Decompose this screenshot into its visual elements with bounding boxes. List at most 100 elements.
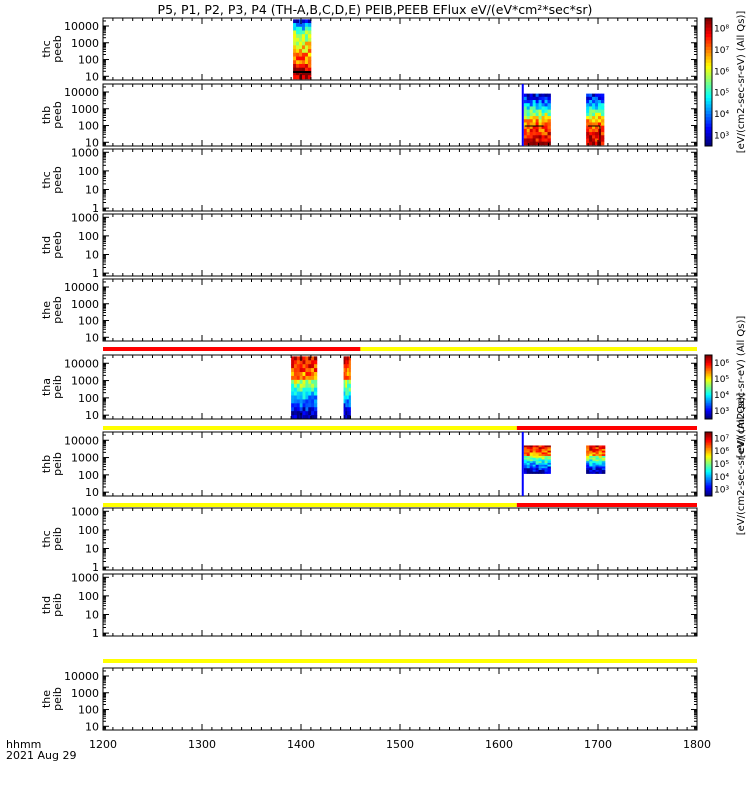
spectrogram-cell <box>535 106 539 111</box>
spectrogram-cell <box>526 106 531 111</box>
spectrogram-cell <box>526 459 531 462</box>
spectrogram-cell <box>589 445 593 448</box>
spectrogram-cell <box>595 448 600 452</box>
spectrogram-cell <box>601 452 606 455</box>
x-tick-label: 1400 <box>287 738 315 751</box>
spectrogram-cell <box>586 138 590 143</box>
spectrogram-cell <box>523 112 528 117</box>
panel-frame <box>102 213 698 277</box>
spectrogram-cell <box>589 109 593 114</box>
spectrogram-cell <box>538 109 542 114</box>
spectrogram-cell <box>535 459 539 462</box>
mode-bar-segment <box>103 659 697 663</box>
spectrogram-cell <box>313 372 318 377</box>
spectrogram-cell <box>592 461 596 464</box>
spectrogram-cell <box>532 116 537 120</box>
spectrogram-cell <box>526 457 531 460</box>
colorbar-label: [eV/(cm2-sec-sr-eV) (All Qs)] <box>736 393 747 536</box>
y-tick-label: 10000 <box>64 20 99 33</box>
colorbar-frame <box>704 431 713 497</box>
y-tick-label: 100 <box>78 120 99 133</box>
panel-label: thbpeeb <box>40 101 64 129</box>
spectrogram-cell <box>304 60 309 65</box>
spectrogram-cell <box>293 356 298 361</box>
spectrogram-cell <box>544 116 548 120</box>
colorbar-cell <box>705 404 712 407</box>
spectrogram-cell <box>301 41 306 46</box>
spectrogram-cell <box>544 468 548 471</box>
colorbar-cell <box>705 465 712 468</box>
spectrogram-cell <box>586 464 590 467</box>
spectrogram-cell <box>526 461 531 464</box>
spectrogram-cell <box>523 141 528 146</box>
spectrogram-cell <box>529 125 534 130</box>
spectrogram-cell <box>595 125 599 130</box>
spectrogram-cell <box>601 469 606 473</box>
colorbar-cell <box>705 120 712 125</box>
colorbar-tick-label: 10⁷ <box>714 46 729 56</box>
spectrogram-cell <box>586 468 590 471</box>
spectrogram-cell <box>538 447 542 450</box>
spectrogram-cell <box>313 360 318 365</box>
spectrogram-cell <box>529 100 534 104</box>
spectrogram-cell <box>595 93 599 98</box>
spectrogram-cell <box>541 469 545 473</box>
spectrogram-cell <box>538 462 542 466</box>
spectrogram-cell <box>535 461 539 464</box>
colorbar-cell <box>705 489 712 492</box>
spectrogram-cell <box>535 116 539 120</box>
spectrogram-cell <box>538 466 542 469</box>
spectrogram-cell <box>586 116 590 120</box>
colorbar-cell <box>705 411 712 414</box>
colorbar-cell <box>705 382 712 385</box>
colorbar-cell <box>705 78 712 83</box>
y-tick-label: 100 <box>78 392 99 405</box>
spectrogram-cell <box>526 128 531 133</box>
spectrogram-cell <box>544 461 548 464</box>
spectrogram-cell <box>523 462 528 466</box>
spectrogram-cell <box>535 96 539 101</box>
spectrogram-cell <box>592 141 596 146</box>
spectrogram-cell <box>538 459 542 462</box>
spectrogram-cell <box>308 356 312 361</box>
spectrogram-cell <box>547 119 551 123</box>
spectrogram-cell <box>600 122 605 127</box>
spectrogram-cell <box>293 403 298 408</box>
panel-label: thepeeb <box>40 296 64 324</box>
spectrogram-cell <box>296 23 300 28</box>
spectrogram-cell <box>302 372 306 377</box>
spectrogram-cell <box>589 128 593 133</box>
spectrogram-cell <box>291 372 295 377</box>
colorbar-cell <box>705 491 712 494</box>
spectrogram-cell <box>296 19 300 24</box>
spectrogram-cell <box>299 364 303 369</box>
spectrogram-cell <box>541 450 545 453</box>
panel-label: thcpeib <box>40 527 64 551</box>
colorbar-cell <box>705 361 712 364</box>
spectrogram-cell <box>313 379 318 385</box>
spectrogram-cell <box>293 360 298 365</box>
spectrogram-cell <box>526 455 531 459</box>
spectrogram-cell <box>529 452 534 455</box>
spectrogram-cell <box>301 52 306 57</box>
y-tick-label: 10000 <box>64 357 99 370</box>
spectrogram-cell <box>293 372 298 377</box>
spectrogram-cell <box>523 461 528 464</box>
colorbar-cell <box>705 18 712 22</box>
spectrogram-cell <box>586 452 590 455</box>
spectrogram-cell <box>544 471 548 474</box>
colorbar-cell <box>705 414 712 417</box>
colorbar-cell <box>705 364 712 367</box>
spectrogram-cell <box>304 30 309 35</box>
spectrogram-cell <box>589 447 593 450</box>
spectrogram-cell <box>538 132 542 136</box>
spectrogram-cell <box>304 37 309 43</box>
spectrogram-cell <box>532 109 537 114</box>
spectrogram-cell <box>592 450 596 453</box>
spectrogram-cell <box>538 454 542 457</box>
spectrogram-cell <box>541 93 545 98</box>
spectrogram-cell <box>347 383 350 389</box>
spectrogram-cell <box>311 364 315 369</box>
y-tick-label: 10000 <box>64 434 99 447</box>
spectrogram-cell <box>313 391 318 396</box>
